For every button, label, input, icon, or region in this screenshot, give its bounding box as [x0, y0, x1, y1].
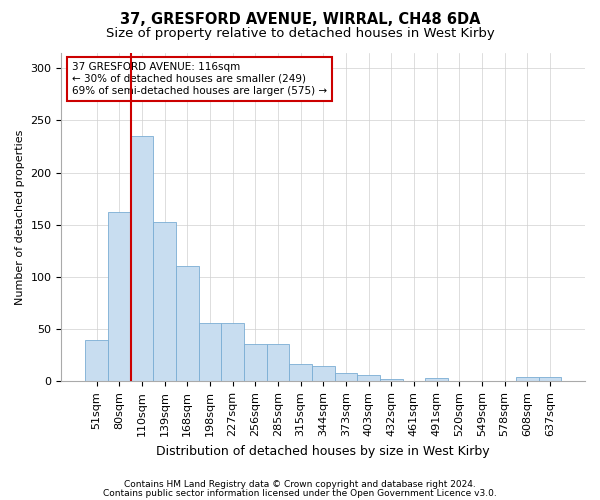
Bar	[199, 323, 221, 382]
Bar	[380, 379, 403, 382]
Bar	[244, 344, 266, 382]
Text: Size of property relative to detached houses in West Kirby: Size of property relative to detached ho…	[106, 28, 494, 40]
Bar	[221, 323, 244, 382]
Bar	[176, 266, 199, 382]
Bar	[266, 344, 289, 382]
Bar	[516, 377, 539, 382]
Text: 37 GRESFORD AVENUE: 116sqm
← 30% of detached houses are smaller (249)
69% of sem: 37 GRESFORD AVENUE: 116sqm ← 30% of deta…	[72, 62, 327, 96]
Text: 37, GRESFORD AVENUE, WIRRAL, CH48 6DA: 37, GRESFORD AVENUE, WIRRAL, CH48 6DA	[120, 12, 480, 28]
Bar	[425, 378, 448, 382]
X-axis label: Distribution of detached houses by size in West Kirby: Distribution of detached houses by size …	[157, 444, 490, 458]
Bar	[357, 375, 380, 382]
Text: Contains public sector information licensed under the Open Government Licence v3: Contains public sector information licen…	[103, 489, 497, 498]
Bar	[312, 366, 335, 382]
Bar	[539, 377, 561, 382]
Bar	[153, 222, 176, 382]
Text: Contains HM Land Registry data © Crown copyright and database right 2024.: Contains HM Land Registry data © Crown c…	[124, 480, 476, 489]
Bar	[289, 364, 312, 382]
Y-axis label: Number of detached properties: Number of detached properties	[15, 129, 25, 304]
Bar	[131, 136, 153, 382]
Bar	[335, 373, 357, 382]
Bar	[85, 340, 108, 382]
Bar	[108, 212, 131, 382]
